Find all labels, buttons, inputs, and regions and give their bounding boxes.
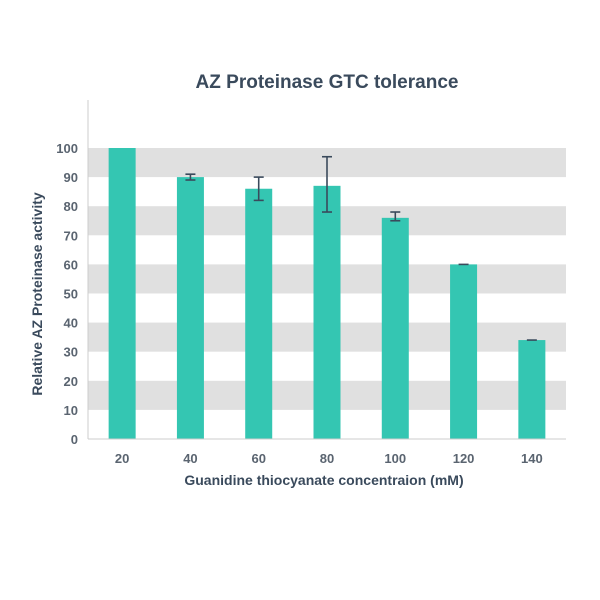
y-tick-label: 80 <box>64 199 78 214</box>
y-tick-label: 50 <box>64 287 78 302</box>
error-bar-40 <box>185 173 196 181</box>
y-tick-label: 60 <box>64 257 78 272</box>
y-tick-label: 0 <box>71 432 78 447</box>
y-tick-label: 40 <box>64 316 78 331</box>
y-tick-label: 10 <box>64 403 78 418</box>
x-tick-label: 40 <box>183 451 197 466</box>
y-tick-label: 100 <box>56 141 78 156</box>
bar-60 <box>245 188 273 439</box>
bar-40 <box>176 177 204 439</box>
y-axis-ticks: 0 10 20 30 40 50 60 70 80 90 100 <box>56 141 78 447</box>
bar-80 <box>313 185 341 439</box>
bars <box>108 148 546 439</box>
bar-120 <box>450 264 478 439</box>
x-tick-label: 60 <box>251 451 265 466</box>
y-tick-label: 90 <box>64 170 78 185</box>
chart-title: AZ Proteinase GTC tolerance <box>196 72 459 93</box>
x-axis-ticks: 20 40 60 80 100 120 140 <box>115 451 543 466</box>
x-tick-label: 80 <box>320 451 334 466</box>
bar-140 <box>518 340 546 439</box>
x-tick-label: 140 <box>521 451 543 466</box>
x-tick-label: 20 <box>115 451 129 466</box>
x-tick-label: 100 <box>384 451 406 466</box>
bar-20 <box>108 148 136 439</box>
error-bar-80 <box>322 155 332 213</box>
x-tick-label: 120 <box>453 451 475 466</box>
error-bar-60 <box>253 176 264 202</box>
y-tick-label: 20 <box>64 374 78 389</box>
error-bar-100 <box>390 211 401 222</box>
y-axis-label: Relative AZ Proteinase activity <box>29 192 45 396</box>
x-axis-label: Guanidine thiocyanate concentraion (mM) <box>184 472 463 488</box>
bar-100 <box>381 217 409 439</box>
y-tick-label: 70 <box>64 228 78 243</box>
y-tick-label: 30 <box>64 345 78 360</box>
error-bars <box>185 155 537 341</box>
